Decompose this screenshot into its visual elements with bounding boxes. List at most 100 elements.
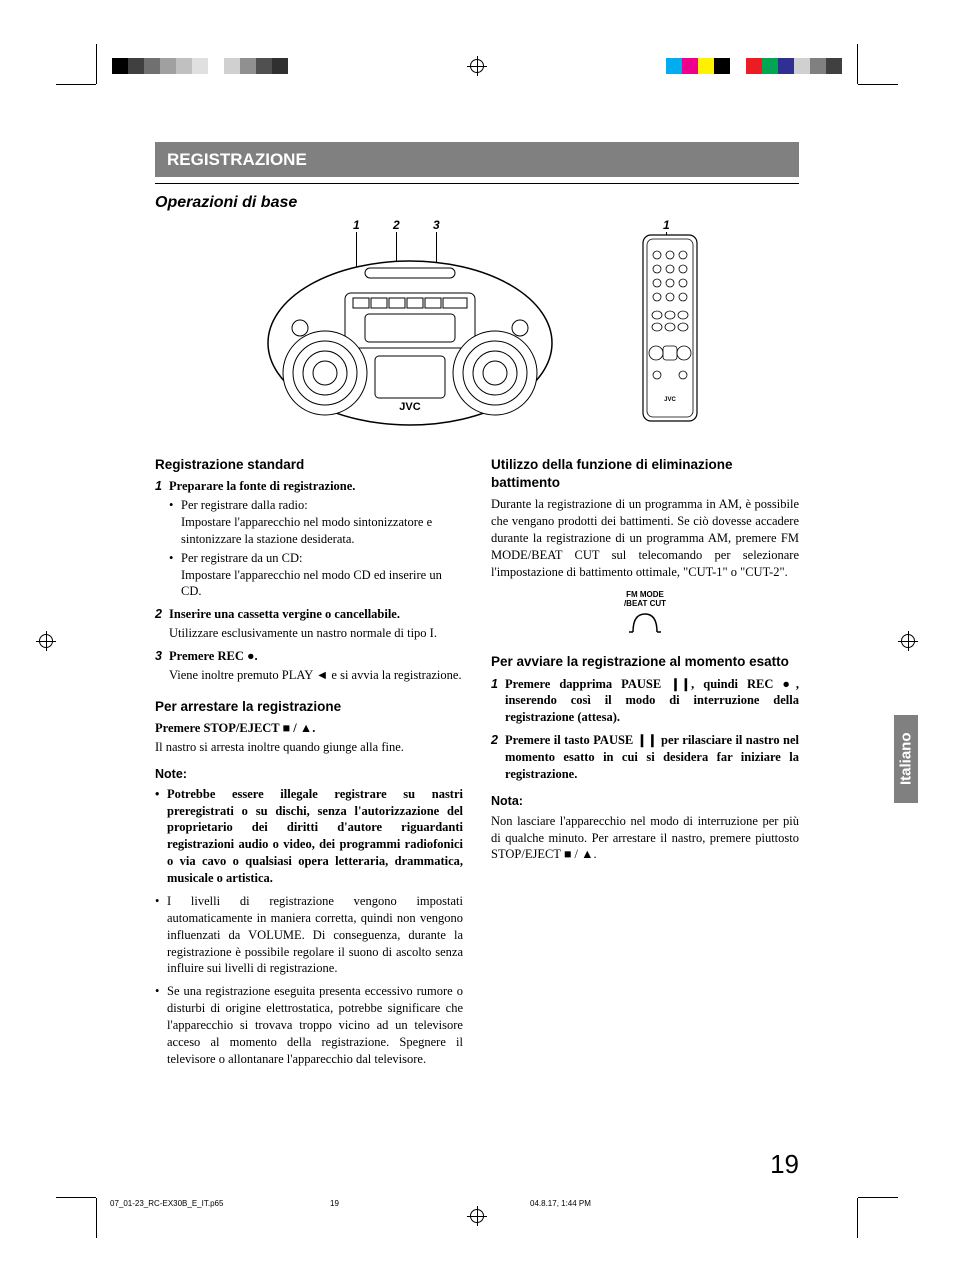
registration-mark <box>898 631 918 651</box>
language-tab: Italiano <box>894 715 918 803</box>
step-after: Viene inoltre premuto PLAY ◄ e si avvia … <box>169 667 463 684</box>
heading-standard: Registrazione standard <box>155 456 463 474</box>
colorbar-left <box>112 58 288 74</box>
swatch <box>112 58 128 74</box>
crop-mark <box>56 1197 96 1198</box>
bullet-lead: Per registrare da un CD: <box>181 551 303 565</box>
boombox-illustration: JVC <box>265 248 555 428</box>
step-r1: 1 Premere dapprima PAUSE ❙❙, quindi REC … <box>491 676 799 727</box>
heading-start: Per avviare la registrazione al momento … <box>491 653 799 671</box>
heading-beat: Utilizzo della funzione di eliminazione … <box>491 456 799 492</box>
step-title: Preparare la fonte di registrazione. <box>169 478 463 495</box>
eject-icon: ▲ <box>581 847 593 861</box>
note-item: •I livelli di registrazione vengono impo… <box>155 893 463 977</box>
swatch <box>714 58 730 74</box>
title-underline <box>155 183 799 184</box>
swatch <box>698 58 714 74</box>
step-title: Premere REC ●. <box>169 648 463 665</box>
step-3: 3 Premere REC ●. Viene inoltre premuto P… <box>155 648 463 684</box>
callout-remote: 1 <box>663 218 670 232</box>
bullet-lead: Per registrare dalla radio: <box>181 498 308 512</box>
play-icon: ◄ <box>316 668 328 682</box>
crop-mark <box>96 44 97 84</box>
callout-3: 3 <box>433 218 440 232</box>
section-title: REGISTRAZIONE <box>155 142 799 177</box>
bullet-dot: • <box>169 550 181 601</box>
heading-stop: Per arrestare la registrazione <box>155 698 463 716</box>
swatch <box>666 58 682 74</box>
bullet-dot: • <box>155 893 167 977</box>
swatch <box>794 58 810 74</box>
left-column: Registrazione standard 1 Preparare la fo… <box>155 456 463 1074</box>
body-columns: Registrazione standard 1 Preparare la fo… <box>155 456 799 1074</box>
crop-mark <box>96 1198 97 1238</box>
step-after: Utilizzare esclusivamente un nastro norm… <box>169 625 463 642</box>
bullet-body: Impostare l'apparecchio nel modo sintoni… <box>181 515 432 546</box>
colorbar-right <box>666 58 842 74</box>
eject-icon: ▲ <box>300 721 312 735</box>
notes-heading: Note: <box>155 766 463 783</box>
crop-mark <box>858 84 898 85</box>
swatch <box>240 58 256 74</box>
step-2: 2 Inserire una cassetta vergine o cancel… <box>155 606 463 642</box>
stop-line: Premere STOP/EJECT ■ / ▲. <box>155 720 463 737</box>
swatch <box>272 58 288 74</box>
footer-filename: 07_01-23_RC-EX30B_E_IT.p65 <box>110 1199 330 1208</box>
fm-mode-button-illustration: FM MODE /BEAT CUT <box>491 591 799 639</box>
stop-after: Il nastro si arresta inoltre quando giun… <box>155 739 463 756</box>
step-body: Premere dapprima PAUSE ❙❙, quindi REC ●,… <box>505 676 799 727</box>
right-column: Utilizzo della funzione di eliminazione … <box>491 456 799 1074</box>
crop-mark <box>857 1198 858 1238</box>
step-title: Inserire una cassetta vergine o cancella… <box>169 606 463 623</box>
swatch <box>778 58 794 74</box>
remote-illustration: JVC <box>641 233 699 423</box>
swatch <box>746 58 762 74</box>
page-content: REGISTRAZIONE Operazioni di base 1 2 3 1 <box>100 110 854 1190</box>
swatch <box>762 58 778 74</box>
step-number: 1 <box>155 478 169 600</box>
footer-page: 19 <box>330 1199 530 1208</box>
pause-icon: ❙❙ <box>637 733 658 747</box>
bullet-dot: • <box>155 786 167 887</box>
swatch <box>682 58 698 74</box>
swatch <box>144 58 160 74</box>
step-body: Premere il tasto PAUSE ❙❙ per rilasciare… <box>505 732 799 783</box>
crop-mark <box>56 84 96 85</box>
swatch <box>208 58 224 74</box>
button-icon <box>627 608 663 634</box>
step-r2: 2 Premere il tasto PAUSE ❙❙ per rilascia… <box>491 732 799 783</box>
stop-icon: ■ <box>283 721 291 735</box>
step-number: 3 <box>155 648 169 684</box>
swatch <box>256 58 272 74</box>
svg-text:JVC: JVC <box>664 397 676 403</box>
callout-1: 1 <box>353 218 360 232</box>
swatch <box>176 58 192 74</box>
brand-label: JVC <box>399 401 420 413</box>
footer-datetime: 04.8.17, 1:44 PM <box>530 1199 844 1208</box>
bullet-dot: • <box>155 983 167 1067</box>
step-number: 2 <box>155 606 169 642</box>
footer: 07_01-23_RC-EX30B_E_IT.p65 19 04.8.17, 1… <box>110 1199 844 1208</box>
step-1: 1 Preparare la fonte di registrazione. •… <box>155 478 463 600</box>
registration-mark <box>36 631 56 651</box>
step-number: 1 <box>491 676 505 727</box>
swatch <box>810 58 826 74</box>
page-number: 19 <box>770 1149 799 1180</box>
swatch <box>826 58 842 74</box>
callout-2: 2 <box>393 218 400 232</box>
rec-icon: ● <box>247 649 255 663</box>
swatch <box>128 58 144 74</box>
note-body: Non lasciare l'apparecchio nel modo di i… <box>491 813 799 864</box>
note-heading: Nota: <box>491 793 799 810</box>
swatch <box>192 58 208 74</box>
bullet-dot: • <box>169 497 181 548</box>
note-item: •Se una registrazione eseguita presenta … <box>155 983 463 1067</box>
pause-icon: ❙❙ <box>670 677 691 691</box>
diagram-area: 1 2 3 1 J <box>155 218 799 438</box>
beat-body: Durante la registrazione di un programma… <box>491 496 799 580</box>
section-subtitle: Operazioni di base <box>155 194 799 212</box>
swatch <box>224 58 240 74</box>
bullet-body: Impostare l'apparecchio nel modo CD ed i… <box>181 568 442 599</box>
swatch <box>160 58 176 74</box>
crop-mark <box>858 1197 898 1198</box>
